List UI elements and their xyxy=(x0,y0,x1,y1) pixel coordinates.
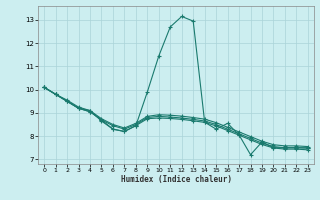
X-axis label: Humidex (Indice chaleur): Humidex (Indice chaleur) xyxy=(121,175,231,184)
